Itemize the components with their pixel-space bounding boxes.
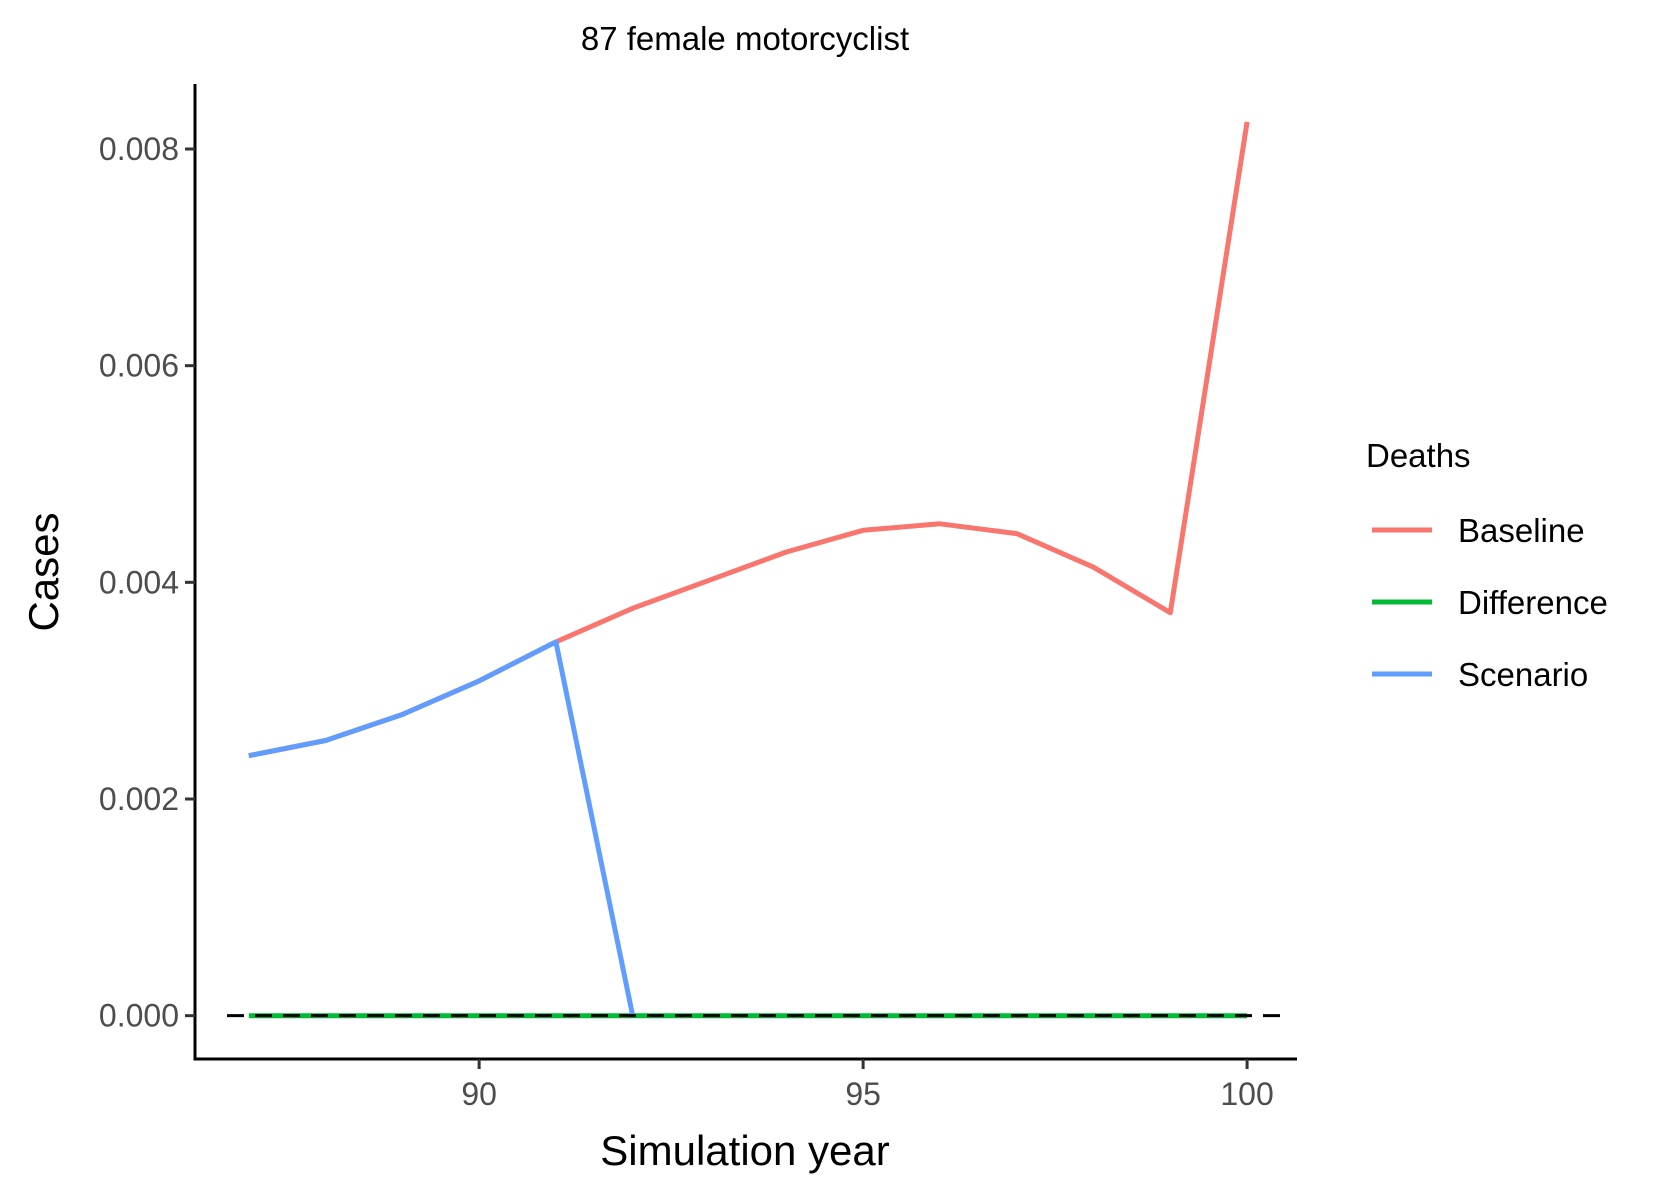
x-tick-label: 95 bbox=[845, 1076, 881, 1112]
x-axis-title: Simulation year bbox=[600, 1127, 889, 1174]
legend-title: Deaths bbox=[1366, 437, 1471, 474]
x-tick-label: 90 bbox=[461, 1076, 497, 1112]
series-line-baseline bbox=[248, 121, 1250, 759]
y-axis-ticks: 0.000 0.002 0.004 0.006 0.008 bbox=[99, 131, 195, 1034]
plot-area bbox=[227, 121, 1285, 1019]
legend-label-scenario: Scenario bbox=[1458, 656, 1588, 693]
y-tick-label: 0.004 bbox=[99, 564, 179, 600]
legend: Deaths Baseline Difference Scenario bbox=[1366, 437, 1608, 693]
series-line-scenario bbox=[248, 639, 636, 1017]
y-axis-title: Cases bbox=[20, 512, 67, 631]
x-tick-label: 100 bbox=[1220, 1076, 1273, 1112]
legend-label-difference: Difference bbox=[1458, 584, 1608, 621]
legend-label-baseline: Baseline bbox=[1458, 512, 1585, 549]
x-axis-ticks: 90 95 100 bbox=[461, 1059, 1274, 1112]
legend-items: Baseline Difference Scenario bbox=[1372, 512, 1608, 693]
y-tick-label: 0.006 bbox=[99, 348, 179, 384]
chart-title: 87 female motorcyclist bbox=[581, 20, 909, 57]
y-tick-label: 0.000 bbox=[99, 998, 179, 1034]
y-tick-label: 0.002 bbox=[99, 781, 179, 817]
y-tick-label: 0.008 bbox=[99, 131, 179, 167]
